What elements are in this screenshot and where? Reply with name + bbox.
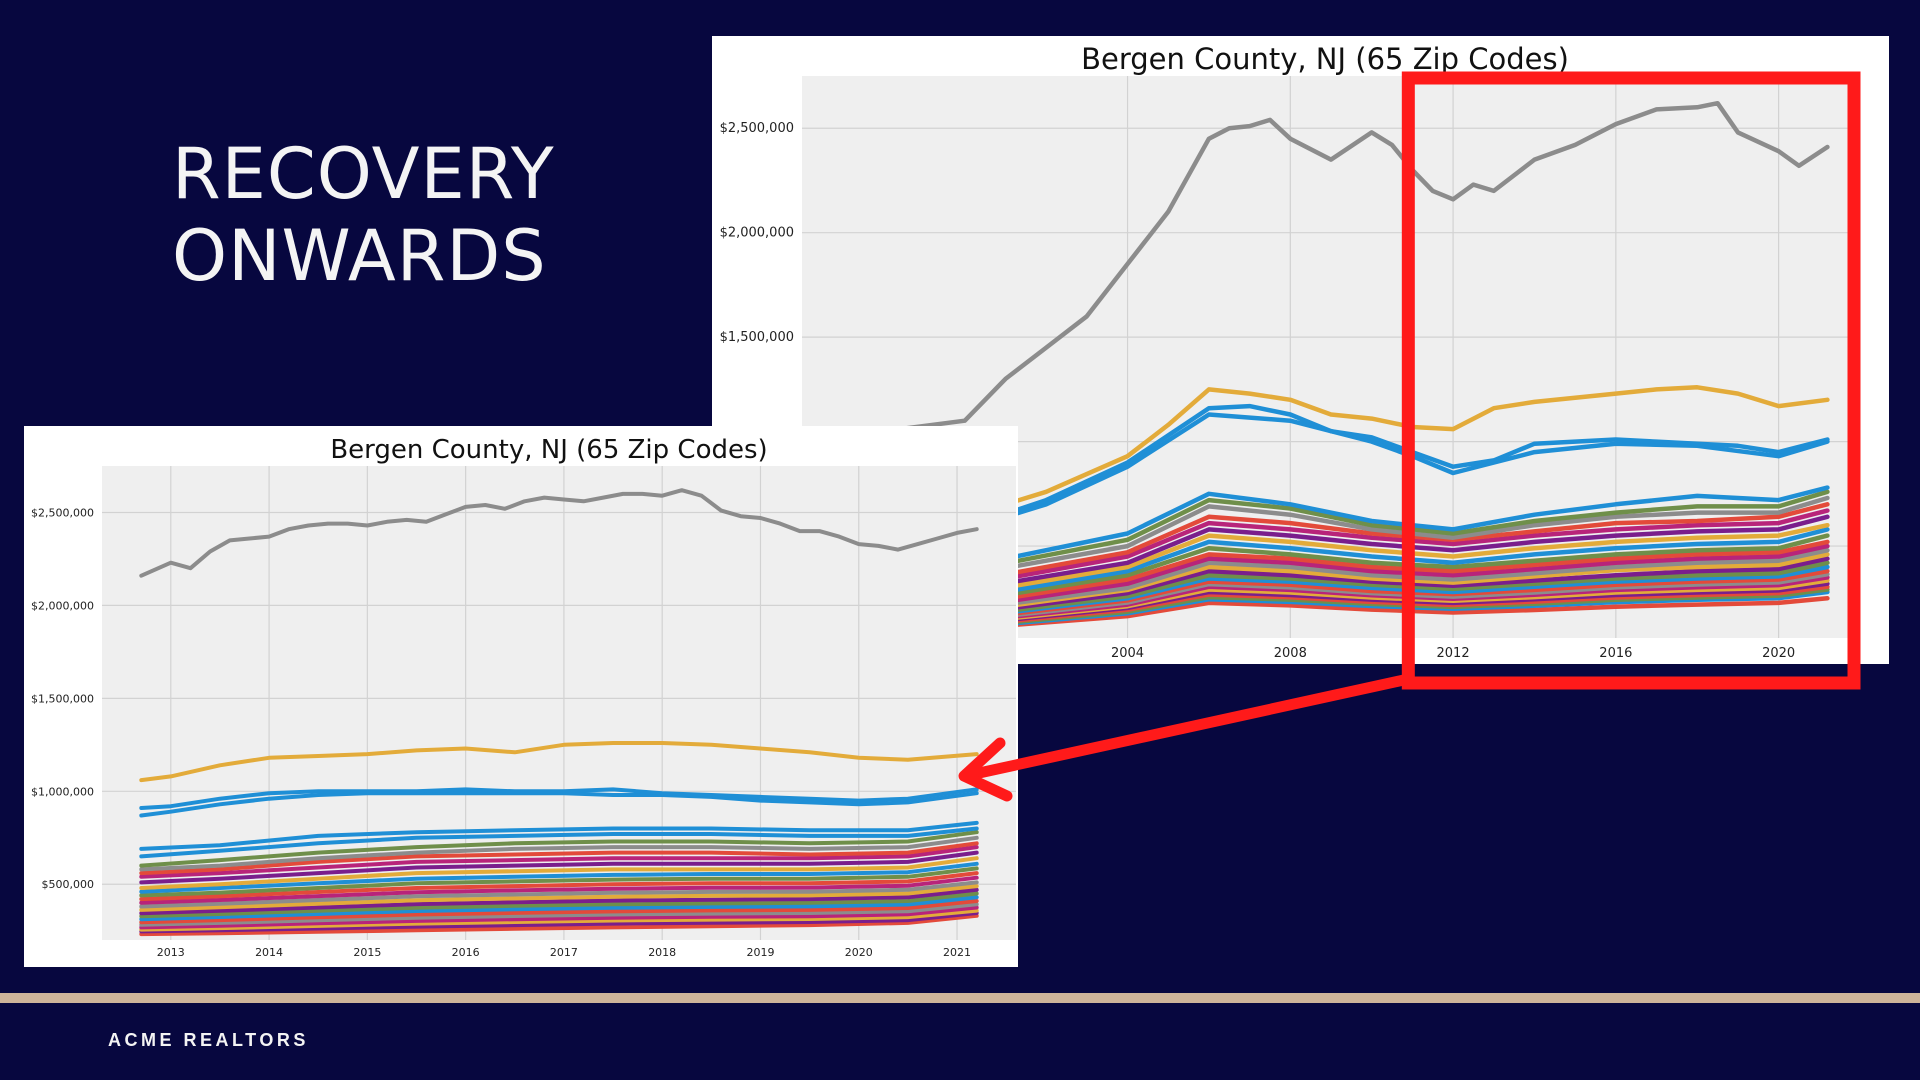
series-line [139,861,979,894]
x-tick-label: 2017 [550,946,578,959]
x-tick-label: 2020 [1762,646,1795,661]
series-line [139,830,979,868]
series-line [139,911,979,934]
y-tick-label: $1,500,000 [31,692,94,705]
series-line [139,488,979,578]
series-group [139,488,979,937]
x-tick-label: 2004 [1111,646,1144,661]
x-tick-label: 2019 [746,946,774,959]
series-line [139,741,979,783]
y-tick-label: $2,000,000 [31,599,94,612]
heading-line-2: ONWARDS [172,215,547,297]
x-tick-label: 2016 [452,946,480,959]
series-line [139,826,979,859]
series-line [139,899,979,925]
series-line [139,850,979,885]
y-tick-label: $500,000 [42,878,95,891]
footer-brand: ACME REALTORS [108,1030,309,1050]
series-line [139,908,979,932]
series-line [139,887,979,916]
x-tick-label: 2021 [943,946,971,959]
series-line [139,787,979,810]
x-tick-label: 2008 [1274,646,1307,661]
y-tick-label: $1,500,000 [720,330,794,345]
x-tick-label: 2013 [157,946,185,959]
x-tick-label: 2015 [353,946,381,959]
series-line [139,845,979,879]
x-tick-label: 2020 [845,946,873,959]
series-line [139,905,979,930]
series-line [139,820,979,851]
chart-title: Bergen County, NJ (65 Zip Codes) [330,435,767,465]
series-line [139,866,979,898]
series-line [139,913,979,937]
connector-arrow [964,673,1414,781]
series-line [139,835,979,872]
x-tick-label: 2018 [648,946,676,959]
y-tick-label: $2,500,000 [31,506,94,519]
series-line [139,841,979,876]
slide-heading: RECOVERY ONWARDS [172,133,612,297]
chart-title: Bergen County, NJ (65 Zip Codes) [1081,42,1569,76]
y-tick-label: $2,000,000 [720,226,794,241]
series-line [139,895,979,922]
series-line [139,902,979,927]
series-line [139,884,979,912]
series-line [139,856,979,890]
x-tick-label: 2012 [1437,646,1470,661]
series-line [139,880,979,909]
y-tick-label: $1,000,000 [31,785,94,798]
heading-line-1: RECOVERY [172,133,555,215]
x-tick-label: 2016 [1599,646,1632,661]
series-line [139,871,979,902]
y-tick-label: $2,500,000 [720,121,794,136]
x-tick-label: 2014 [255,946,283,959]
series-line [139,891,979,919]
series-line [139,875,979,905]
chart-panel-recovery-zoom: Bergen County, NJ (65 Zip Codes) 2013 2014… [24,426,1018,967]
chart-recovery-zoom: Bergen County, NJ (65 Zip Codes) 2013 2014… [31,435,1016,959]
footer-divider [0,993,1920,1003]
